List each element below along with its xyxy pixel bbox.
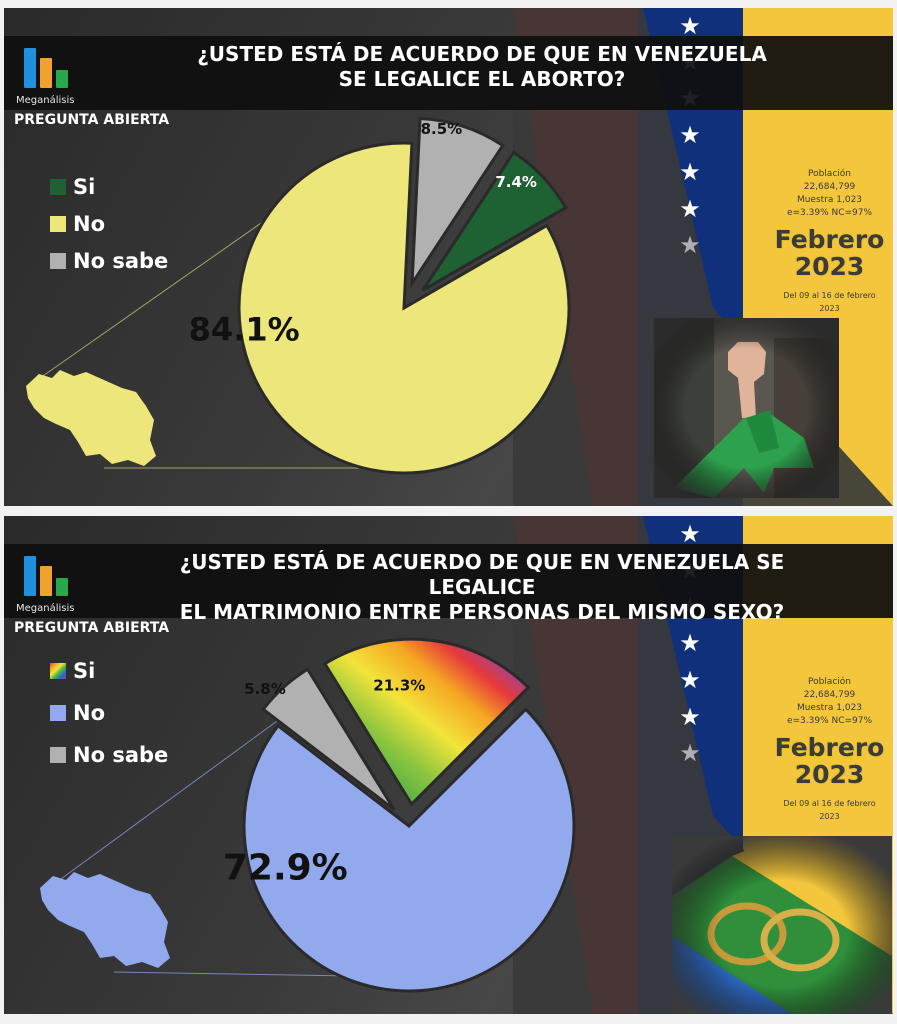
map-leader-line [39, 192, 305, 379]
pie-chart: 84.1% 8.5% 7.4% [26, 116, 571, 475]
data-label-no: 84.1% [189, 311, 300, 349]
chart-title-line-2: SE LEGALICE EL ABORTO? [338, 67, 626, 91]
title-bar [4, 544, 893, 618]
star-icon: ★ [679, 666, 701, 694]
venezuela-map-icon [26, 370, 156, 466]
meganalisis-logo: Meganálisis [16, 42, 86, 106]
chart-panel-same-sex-marriage: ★ ★ ★ ★ ★ ★ ★ Meganálisis ¿USTED ESTÁ DE… [4, 516, 893, 1014]
raised-fist-green-scarf-photo [654, 318, 839, 498]
population-label: Población [807, 169, 851, 179]
legend-label: No sabe [73, 743, 169, 767]
data-label-no-sabe: 5.8% [244, 680, 286, 698]
meganalisis-logo: Meganálisis [16, 550, 86, 614]
sample-size: Muestra 1,023 [796, 703, 863, 713]
margin-of-error: e=3.39% NC=97% [786, 716, 873, 726]
legend-swatch [50, 705, 66, 721]
legend-label: No sabe [73, 248, 169, 273]
year-label: 2023 [794, 760, 865, 789]
pie-slice-si [421, 150, 568, 292]
legend-swatch [50, 663, 66, 679]
legend-swatch [50, 215, 66, 232]
legend: Si No No sabe [50, 168, 168, 279]
chart-title: ¿USTED ESTÁ DE ACUERDO DE QUE EN VENEZUE… [124, 42, 840, 92]
legend-swatch [50, 252, 66, 269]
legend-item-no-sabe: No sabe [50, 242, 168, 279]
pie-slice-no [237, 141, 571, 475]
chart-title-line-1: ¿USTED ESTÁ DE ACUERDO DE QUE EN VENEZUE… [179, 550, 785, 599]
survey-dates: Del 09 al 16 de febrero 2023 [783, 291, 876, 313]
star-icon: ★ [679, 12, 701, 40]
legend-label: No [73, 211, 106, 236]
legend-item-no-sabe: No sabe [50, 734, 168, 776]
pie-slice-no [242, 707, 576, 993]
legend-item-no: No [50, 205, 168, 242]
survey-month: Febrero 2023 [772, 734, 887, 788]
pie-chart: 72.9% 5.8% 21.3% [40, 637, 576, 993]
legend-label: Si [73, 174, 96, 199]
logo-text: Meganálisis [16, 603, 75, 614]
star-icon: ★ [679, 121, 701, 149]
chart-title: ¿USTED ESTÁ DE ACUERDO DE QUE EN VENEZUE… [124, 550, 840, 625]
legend: Si No No sabe [50, 650, 168, 776]
star-icon: ★ [679, 195, 701, 223]
star-icon: ★ [679, 739, 701, 767]
legend-label: Si [73, 659, 96, 683]
title-bar [4, 36, 893, 110]
star-icon: ★ [679, 158, 701, 186]
margin-of-error: e=3.39% NC=97% [786, 208, 873, 218]
pie-slice-no-sabe [261, 667, 396, 811]
data-label-no: 72.9% [223, 847, 348, 888]
chart-panel-abortion: ★ ★ ★ ★ ★ ★ ★ Meganálisis ¿USTED ESTÁ DE… [4, 8, 893, 506]
survey-month: Febrero 2023 [772, 226, 887, 280]
star-icon: ★ [679, 703, 701, 731]
venezuela-map-icon [40, 872, 170, 968]
subtitle: PREGUNTA ABIERTA [14, 620, 170, 636]
data-label-no-sabe: 8.5% [421, 120, 463, 138]
chart-title-line-1: ¿USTED ESTÁ DE ACUERDO DE QUE EN VENEZUE… [197, 42, 767, 66]
star-icon: ★ [679, 629, 701, 657]
survey-dates: Del 09 al 16 de febrero 2023 [783, 799, 876, 821]
month-label: Febrero [774, 733, 885, 762]
map-leader-line [53, 715, 285, 885]
legend-swatch [50, 747, 66, 763]
subtitle: PREGUNTA ABIERTA [14, 112, 170, 128]
legend-item-si: Si [50, 650, 168, 692]
pie-slice-no-sabe [410, 116, 505, 289]
data-label-si: 7.4% [495, 173, 537, 191]
sample-size: Muestra 1,023 [796, 195, 863, 205]
survey-info: Población 22,684,799 Muestra 1,023 e=3.3… [772, 168, 887, 315]
month-label: Febrero [774, 225, 885, 254]
population-label: Población [807, 677, 851, 687]
pie-slice-si [322, 637, 531, 807]
population-value: 22,684,799 [803, 182, 856, 192]
wedding-rings-rainbow-photo [672, 836, 892, 1014]
legend-item-no: No [50, 692, 168, 734]
legend-item-si: Si [50, 168, 168, 205]
survey-info: Población 22,684,799 Muestra 1,023 e=3.3… [772, 676, 887, 823]
legend-swatch [50, 178, 66, 195]
legend-label: No [73, 701, 106, 725]
year-label: 2023 [794, 252, 865, 281]
chart-title-line-2: EL MATRIMONIO ENTRE PERSONAS DEL MISMO S… [179, 600, 785, 624]
data-label-si: 21.3% [373, 677, 425, 695]
population-value: 22,684,799 [803, 690, 856, 700]
star-icon: ★ [679, 520, 701, 548]
star-icon: ★ [679, 231, 701, 259]
logo-text: Meganálisis [16, 95, 75, 106]
